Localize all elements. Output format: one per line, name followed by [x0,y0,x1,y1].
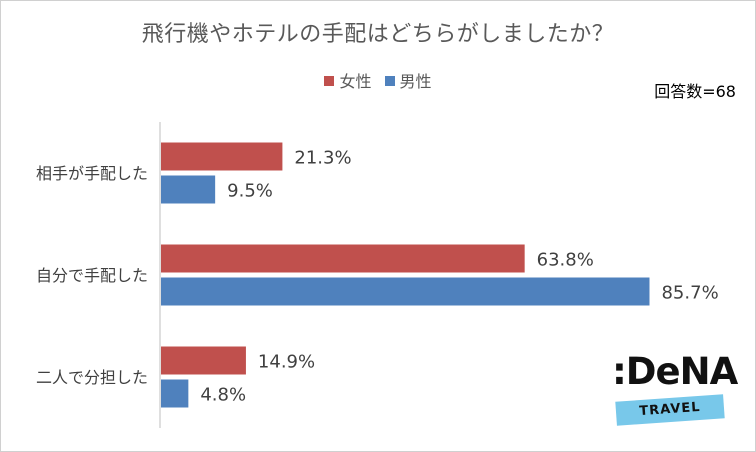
respondent-count: 回答数=68 [654,82,736,101]
legend-item-female: 女性 [324,68,371,92]
category-label: 二人で分担した [36,368,148,387]
bar-female [161,244,525,273]
logo-wordmark: :DeNA [612,350,738,393]
bar-female [161,346,246,375]
data-label-male: 85.7% [661,283,718,304]
legend-item-male: 男性 [384,68,432,92]
legend-label-female: 女性 [339,72,372,91]
category-label: 相手が手配した [36,164,148,183]
bar-male [161,175,216,204]
data-label-female: 14.9% [258,352,315,373]
data-label-female: 21.3% [294,148,351,169]
bar-female [161,142,283,171]
chart-marks: 相手が手配した 21.3% 9.5% 自分で手配した 63.8% 85.7% 二人で分担した… [36,142,719,408]
logo-tagline: TRAVEL [615,394,725,426]
data-label-male: 9.5% [227,181,273,202]
chart-title: 飛行機やホテルの手配はどちらがしましたか？ [141,22,615,47]
legend-label-male: 男性 [399,72,432,91]
legend-swatch-male [384,76,395,86]
bar-male [161,277,650,306]
legend: 女性 男性 [0,68,756,92]
bar-male [161,379,189,408]
category-label: 自分で手配した [36,266,148,285]
legend-swatch-female [324,76,335,86]
data-label-male: 4.8% [200,385,246,406]
data-label-female: 63.8% [537,250,594,271]
dena-travel-logo: :DeNA TRAVEL [612,352,738,428]
